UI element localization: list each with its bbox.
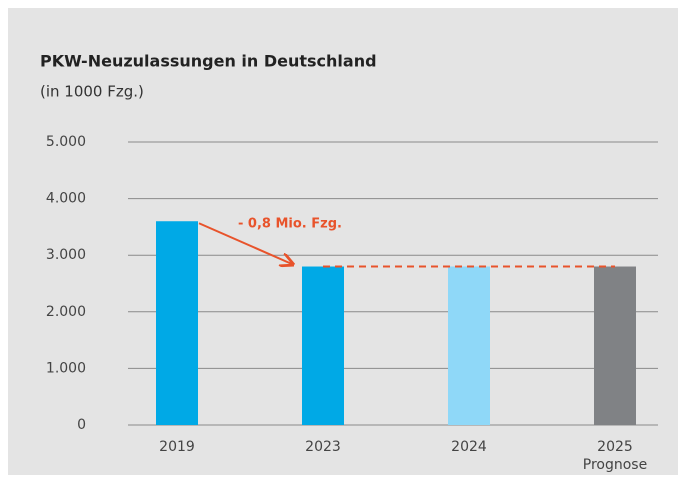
- y-tick-label: 2.000: [46, 304, 86, 320]
- y-tick-label: 4.000: [46, 191, 86, 207]
- y-tick-label: 1.000: [46, 360, 86, 376]
- x-tick-label: 2025: [597, 439, 633, 455]
- annotation-arrow: [198, 222, 293, 264]
- x-tick-label: 2019: [159, 439, 195, 455]
- y-tick-label: 5.000: [46, 134, 86, 150]
- y-tick-label: 3.000: [46, 247, 86, 263]
- x-tick-label: 2023: [305, 439, 341, 455]
- x-tick-label: 2024: [451, 439, 487, 455]
- bar: [448, 266, 490, 425]
- chart-title: PKW-Neuzulassungen in Deutschland: [40, 52, 377, 71]
- chart-subtitle: (in 1000 Fzg.): [40, 83, 144, 101]
- x-tick-sublabel: Prognose: [583, 457, 647, 473]
- bar: [594, 266, 636, 425]
- annotation: - 0,8 Mio. Fzg.: [238, 217, 342, 232]
- y-tick-label: 0: [77, 417, 86, 433]
- bar: [156, 221, 198, 425]
- bar: [302, 266, 344, 425]
